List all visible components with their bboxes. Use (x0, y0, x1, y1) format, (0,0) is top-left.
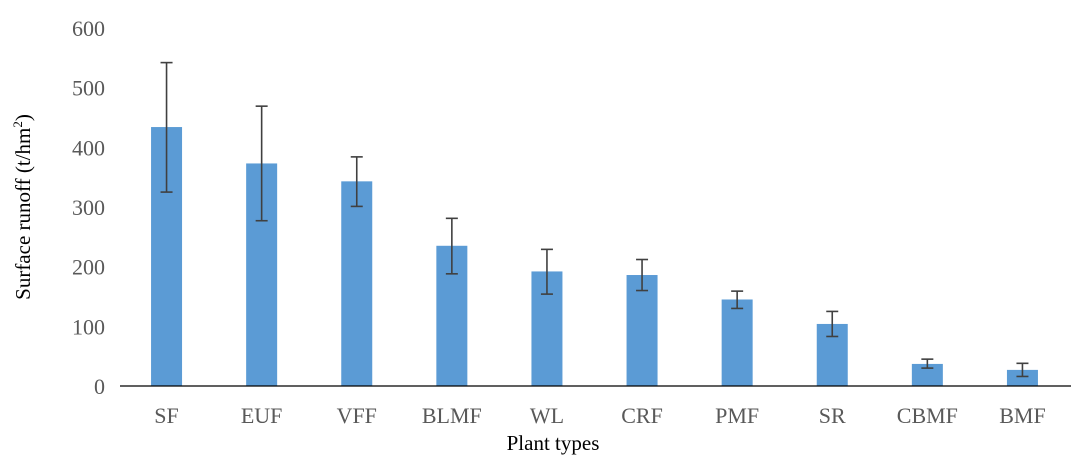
bar-pmf (721, 299, 753, 386)
y-axis-title-suffix: ) (11, 114, 35, 121)
error-bar-wl (540, 248, 553, 295)
error-bar-sf (160, 61, 173, 193)
error-bar-bmf (1016, 362, 1029, 378)
y-axis-ticks: 0 100 200 300 400 500 600 (72, 16, 105, 399)
x-axis-title: Plant types (507, 431, 600, 455)
error-bar-crf (636, 258, 649, 292)
y-tick-label: 0 (94, 374, 105, 399)
x-tick-label: WL (530, 403, 564, 428)
x-tick-label: CRF (621, 403, 663, 428)
y-axis-title-main: Surface runoff (t/hm (11, 128, 35, 300)
x-tick-label: SR (819, 403, 846, 428)
y-tick-label: 500 (72, 76, 105, 101)
y-tick-label: 600 (72, 16, 105, 41)
bar-cbmf (911, 363, 943, 386)
error-bar-cbmf (921, 358, 934, 369)
error-bar-blmf (445, 217, 458, 275)
y-tick-label: 100 (72, 314, 105, 339)
y-tick-label: 300 (72, 195, 105, 220)
y-tick-label: 200 (72, 255, 105, 280)
x-tick-label: EUF (241, 403, 283, 428)
y-axis-title: Surface runoff (t/hm2) (10, 114, 35, 300)
error-bar-vff (350, 156, 363, 208)
x-tick-label: BLMF (422, 403, 482, 428)
error-bar-pmf (731, 290, 744, 310)
y-axis-title-superscript: 2 (10, 121, 25, 128)
error-bars (160, 61, 1029, 378)
x-tick-label: SF (154, 403, 178, 428)
x-axis-categories: SF EUF VFF BLMF WL CRF PMF SR CBMF BMF (154, 403, 1045, 428)
error-bar-sr (826, 310, 839, 338)
bar-vff (341, 181, 373, 386)
error-bar-euf (255, 105, 268, 222)
x-tick-label: VFF (337, 403, 377, 428)
bars (151, 127, 1038, 387)
bar-crf (626, 275, 658, 386)
y-tick-label: 400 (72, 135, 105, 160)
x-tick-label: CBMF (897, 403, 958, 428)
x-tick-label: BMF (999, 403, 1045, 428)
x-tick-label: PMF (715, 403, 759, 428)
bar-bmf (1006, 369, 1038, 386)
